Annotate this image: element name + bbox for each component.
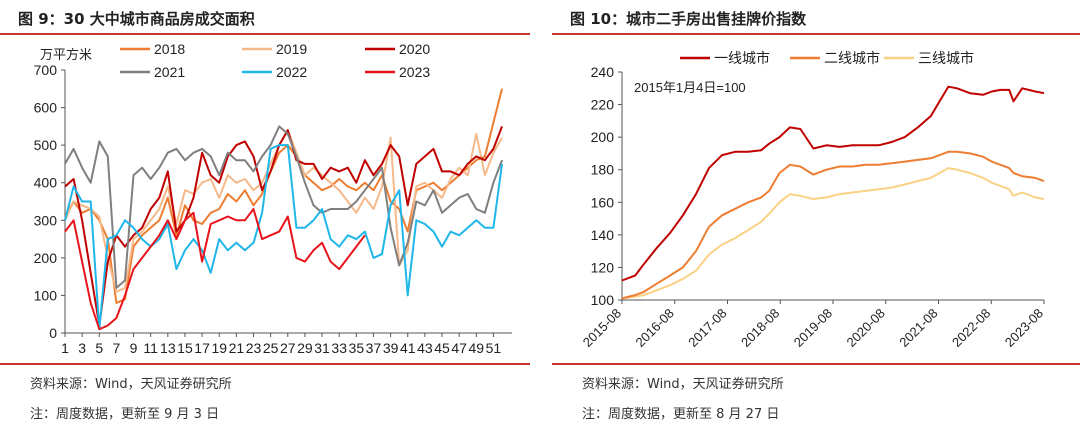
legend-label: 2020 (399, 41, 430, 57)
y-tick-label: 0 (49, 325, 57, 341)
series-line-2018 (64, 88, 503, 304)
x-tick-label: 43 (417, 340, 433, 356)
x-tick-label: 7 (113, 340, 121, 356)
x-tick-label: 5 (95, 340, 103, 356)
chart-panel-right: 图 10：城市二手房出售挂牌价指数 100 120 140 160 180 200 220 2… (552, 0, 1080, 427)
y-tick-label: 180 (591, 162, 615, 178)
source-note: 资料来源：Wind，天风证券研究所 (30, 377, 232, 392)
x-tick-label: 25 (263, 340, 279, 356)
update-note: 注：周度数据，更新至 8 月 27 日 (582, 407, 780, 422)
x-tick-label: 2017-08 (685, 306, 729, 350)
legend-label: 一线城市 (714, 50, 770, 66)
x-tick-label: 2018-08 (738, 306, 782, 350)
x-tick-label: 19 (211, 340, 227, 356)
y-tick-label: 120 (591, 259, 615, 275)
y-tick-label: 200 (34, 250, 58, 266)
x-tick-label: 2021-08 (896, 306, 940, 350)
y-tick-label: 700 (34, 62, 58, 78)
series-line-一线城市 (621, 85, 1045, 282)
x-tick-label: 33 (331, 340, 347, 356)
series-line-2022 (64, 144, 503, 331)
x-tick-label: 2020-08 (844, 306, 888, 350)
x-tick-label: 2016-08 (633, 306, 677, 350)
series-line-2023 (64, 208, 366, 331)
legend-label: 2019 (276, 41, 307, 57)
y-tick-label: 160 (591, 194, 615, 210)
chart-annotation: 2015年1月4日=100 (634, 80, 746, 95)
x-tick-label: 39 (383, 340, 399, 356)
chart-title: 图 9：30 大中城市商品房成交面积 (18, 10, 255, 28)
y-tick-label: 200 (591, 129, 615, 145)
y-tick-label: 400 (34, 175, 58, 191)
x-tick-label: 21 (229, 340, 245, 356)
x-tick-label: 47 (451, 340, 467, 356)
legend-label: 二线城市 (824, 50, 880, 66)
x-tick-label: 9 (130, 340, 138, 356)
x-tick-label: 35 (349, 340, 365, 356)
footer-rule (0, 363, 530, 365)
x-tick-label: 1 (61, 340, 69, 356)
chart-title: 图 10：城市二手房出售挂牌价指数 (570, 10, 807, 28)
x-tick-label: 2023-08 (1002, 306, 1046, 350)
x-tick-label: 15 (177, 340, 193, 356)
series-line-三线城市 (621, 167, 1045, 300)
x-tick-label: 23 (246, 340, 262, 356)
x-tick-label: 49 (469, 340, 485, 356)
x-tick-label: 13 (160, 340, 176, 356)
y-tick-label: 500 (34, 137, 58, 153)
y-tick-label: 300 (34, 212, 58, 228)
x-tick-label: 17 (194, 340, 210, 356)
y-axis-label: 万平方米 (40, 47, 92, 62)
legend-label: 2022 (276, 64, 307, 80)
legend-label: 2023 (399, 64, 430, 80)
update-note: 注：周度数据，更新至 9 月 3 日 (30, 407, 220, 422)
chart-panel-left: 图 9：30 大中城市商品房成交面积 0 100 200 300 400 500 600 70… (0, 0, 530, 427)
x-tick-label: 11 (143, 340, 158, 356)
x-tick-label: 51 (486, 340, 502, 356)
title-rule (0, 33, 530, 35)
y-tick-label: 140 (591, 227, 615, 243)
x-tick-label: 41 (400, 340, 416, 356)
footer-rule (552, 363, 1080, 365)
legend-label: 三线城市 (918, 50, 974, 66)
y-tick-label: 240 (591, 64, 615, 80)
y-tick-label: 600 (34, 100, 58, 116)
series-line-二线城市 (621, 150, 1045, 300)
series-line-2020 (64, 126, 503, 327)
series-line-2021 (64, 125, 503, 289)
x-tick-label: 2015-08 (580, 306, 624, 350)
x-tick-label: 3 (78, 340, 86, 356)
x-tick-label: 37 (366, 340, 382, 356)
x-tick-label: 2022-08 (949, 306, 993, 350)
x-tick-label: 29 (297, 340, 313, 356)
source-note: 资料来源：Wind，天风证券研究所 (582, 377, 784, 392)
title-rule (552, 33, 1080, 35)
x-tick-label: 2019-08 (791, 306, 835, 350)
legend-label: 2018 (154, 41, 185, 57)
x-tick-label: 27 (280, 340, 296, 356)
y-tick-label: 220 (591, 97, 615, 113)
y-tick-label: 100 (34, 287, 58, 303)
x-tick-label: 45 (434, 340, 450, 356)
legend-label: 2021 (154, 64, 185, 80)
y-tick-label: 100 (591, 292, 615, 308)
x-tick-label: 31 (314, 340, 330, 356)
